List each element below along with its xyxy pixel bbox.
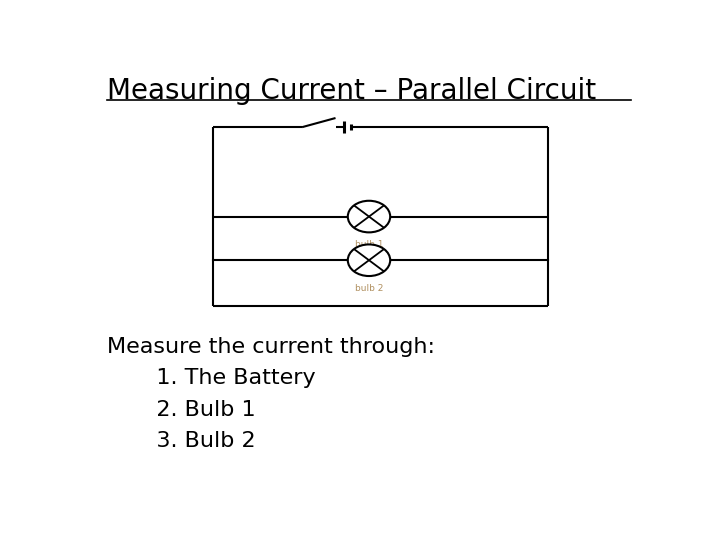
Text: 1. The Battery: 1. The Battery: [135, 368, 315, 388]
Text: Measure the current through:: Measure the current through:: [107, 337, 435, 357]
Circle shape: [348, 245, 390, 276]
Circle shape: [348, 201, 390, 232]
Text: 3. Bulb 2: 3. Bulb 2: [135, 431, 256, 451]
Text: 2. Bulb 1: 2. Bulb 1: [135, 400, 256, 420]
Text: Measuring Current – Parallel Circuit: Measuring Current – Parallel Circuit: [107, 77, 596, 105]
Text: bulb 1: bulb 1: [355, 240, 383, 249]
Text: bulb 2: bulb 2: [355, 284, 383, 293]
